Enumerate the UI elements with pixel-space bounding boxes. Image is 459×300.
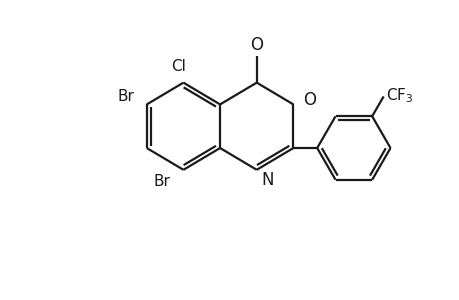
Text: Cl: Cl (171, 59, 185, 74)
Text: O: O (250, 36, 263, 54)
Text: N: N (261, 171, 274, 189)
Text: Br: Br (153, 174, 170, 189)
Text: CF$_3$: CF$_3$ (385, 86, 413, 105)
Text: Br: Br (117, 89, 134, 104)
Text: O: O (302, 92, 316, 110)
